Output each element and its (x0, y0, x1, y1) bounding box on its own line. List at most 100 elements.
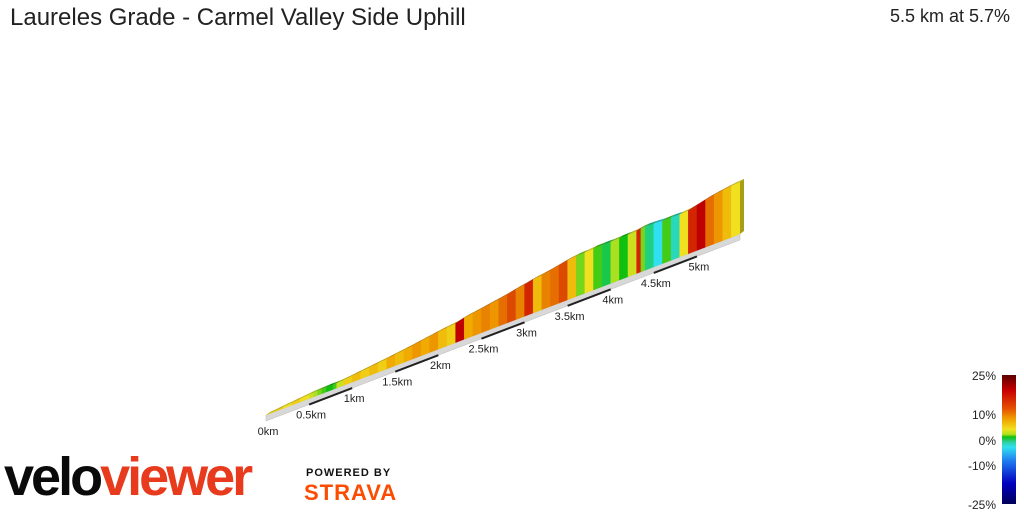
segment-top (679, 207, 693, 215)
colorbar-tick-label: -10% (967, 459, 996, 474)
gradient-segment (722, 185, 732, 241)
gradient-segment (619, 234, 629, 281)
segment-top (395, 347, 408, 355)
segment-top (412, 338, 426, 346)
segment-top (619, 231, 632, 239)
gradient-segment (524, 279, 534, 317)
gradient-segment (627, 230, 637, 278)
segment-top (333, 380, 341, 385)
segment-top (313, 387, 322, 393)
segment-top (322, 384, 331, 389)
x-tick-label: 3km (516, 327, 537, 339)
gradient-segment (670, 214, 680, 261)
segment-top (593, 241, 607, 249)
x-tick-label: 0.5km (296, 410, 326, 422)
gradient-segment (464, 313, 474, 340)
colorbar-tick-label: -25% (967, 498, 996, 512)
segment-top (283, 399, 296, 407)
gradient-segment (610, 237, 620, 284)
colorbar-tick-label: 0% (978, 433, 996, 448)
x-tick-label: 3.5km (555, 311, 585, 323)
gradient-segment (532, 274, 542, 314)
segment-top (369, 360, 383, 368)
gradient-segment (489, 299, 499, 330)
segment-top (490, 296, 503, 305)
segment-top (705, 191, 719, 200)
gradient-segment (541, 270, 551, 310)
x-tick-label: 4km (602, 294, 623, 306)
gradient-segment (515, 284, 525, 320)
gradient-segment (420, 336, 430, 357)
gradient-segment (662, 217, 672, 264)
segment-top (378, 355, 391, 364)
segment-top (403, 342, 417, 351)
segment-top (352, 368, 365, 376)
segment-top (455, 314, 469, 324)
segment-top (472, 305, 486, 314)
gradient-segment (558, 260, 568, 304)
gradient-segment (481, 303, 491, 334)
x-tick-label: 0km (258, 426, 279, 438)
gradient-segment (713, 189, 723, 245)
segment-top (602, 238, 615, 245)
profile-end-cap (740, 178, 744, 234)
segment-top (343, 372, 357, 381)
gradient-segment (705, 194, 715, 248)
logo-viewer-text: viewer (100, 447, 253, 507)
axis-km-segment (481, 321, 525, 340)
segment-top (498, 291, 512, 300)
x-tick-label: 2km (430, 360, 451, 372)
axis-km-segment (653, 255, 698, 274)
gradient-segment (412, 340, 422, 360)
veloviewer-logo[interactable]: veloviewer (4, 446, 253, 508)
segment-top (714, 187, 727, 195)
axis-km-segment (567, 288, 612, 307)
segment-top (507, 286, 520, 295)
gradient-segment (576, 252, 586, 297)
segment-top (421, 333, 434, 342)
gradient-segment (688, 204, 698, 255)
logo-velo-text: velo (4, 447, 103, 507)
segment-top (688, 202, 701, 211)
segment-top (636, 225, 645, 231)
segment-top (274, 403, 288, 411)
gradient-segment (507, 289, 517, 324)
x-tick-label: 5km (689, 261, 710, 273)
segment-top (533, 272, 546, 280)
chart-title: Laureles Grade - Carmel Valley Side Uphi… (10, 4, 466, 31)
segment-top (696, 196, 710, 206)
segment-top (584, 245, 598, 253)
powered-by-label: POWERED BY (306, 467, 392, 479)
axis-km-segment (308, 387, 353, 406)
segment-summary: 5.5 km at 5.7% (889, 6, 1010, 26)
segment-top (567, 253, 581, 261)
colorbar-tick-label: 10% (971, 407, 996, 422)
gradient-segment (640, 226, 646, 273)
gradient-segment (679, 210, 689, 258)
axis-km-segment (394, 354, 439, 373)
segment-top (515, 281, 529, 290)
gradient-segment (498, 294, 508, 327)
segment-top (576, 249, 589, 257)
segment-top (481, 301, 495, 309)
segment-top (722, 182, 736, 191)
segment-top (464, 310, 477, 318)
segment-top (360, 364, 374, 372)
gradient-segment (455, 317, 465, 343)
segment-top (645, 220, 658, 227)
segment-top (429, 328, 443, 337)
x-tick-label: 2.5km (468, 344, 498, 356)
gradient-segment (653, 220, 663, 268)
segment-top (541, 267, 555, 276)
strava-logo[interactable]: STRAVA (304, 480, 398, 505)
gradient-segment (696, 199, 706, 251)
segment-top (266, 407, 279, 415)
gradient-segment (567, 255, 577, 301)
segment-top (309, 389, 318, 395)
colorbar-tick-label: 25% (971, 369, 996, 383)
segment-top (438, 324, 451, 332)
gradient-colorbar (1002, 375, 1016, 504)
x-tick-label: 1.5km (382, 377, 412, 389)
segment-top (653, 217, 667, 224)
